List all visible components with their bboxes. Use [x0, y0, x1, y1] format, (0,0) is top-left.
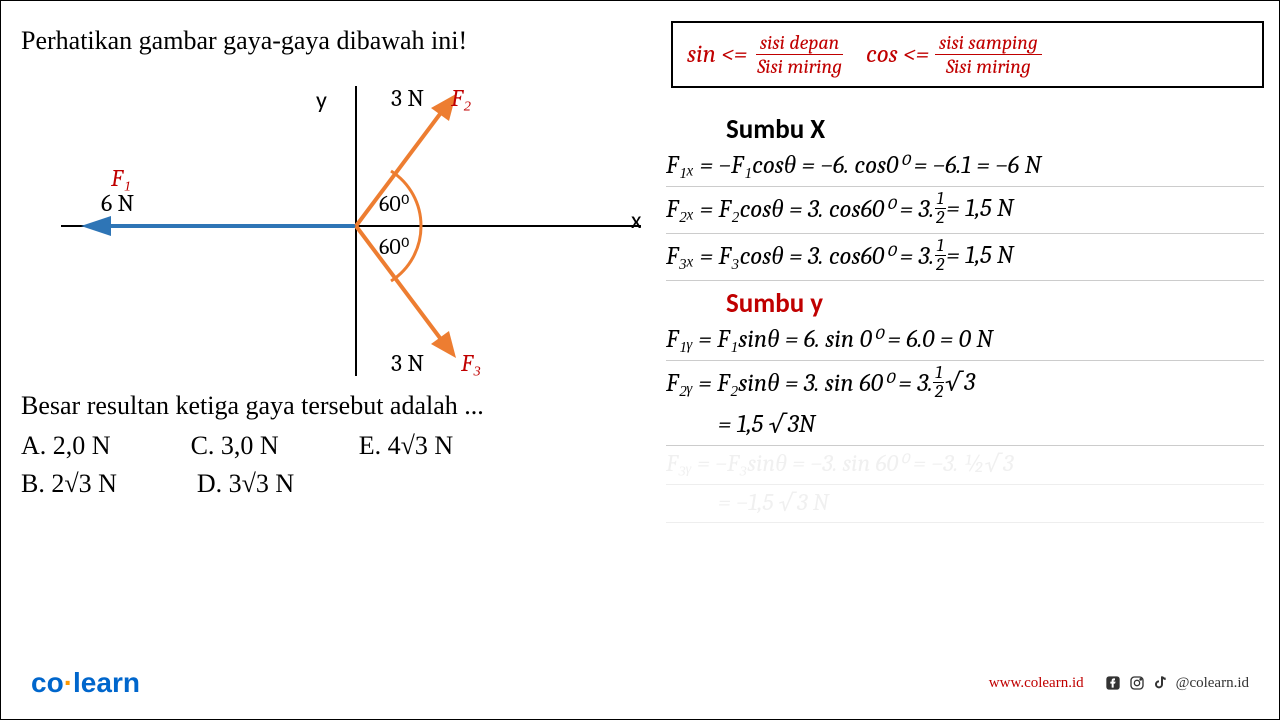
force-diagram: y x F₁ 6 N 3 N F₂ 3 N F₃ 60⁰ 60⁰	[21, 66, 641, 386]
cos-denominator: Sisi miring	[942, 55, 1035, 78]
option-e: E. 4√3 N	[359, 431, 453, 461]
instagram-icon	[1128, 674, 1146, 692]
social-handles: @colearn.id	[1104, 674, 1249, 692]
option-c: C. 3,0 N	[191, 431, 279, 461]
facebook-icon	[1104, 674, 1122, 692]
footer: co·learn www.colearn.id @colearn.id	[1, 667, 1279, 699]
f2y-calc: F₂ᵧ = F₂sinθ = 3. sin 60⁰ = 3. 12 √3	[666, 364, 1264, 407]
f1y-calc: F₁ᵧ = F₁sinθ = 6. sin 0⁰ = 6.0 = 0 N	[666, 324, 1264, 361]
option-a: A. 2,0 N	[21, 431, 111, 461]
question-panel: Perhatikan gambar gaya-gaya dibawah ini!	[1, 1, 651, 719]
solution-panel: sin <= sisi depan Sisi miring cos <= sis…	[651, 1, 1279, 719]
faded-line-2: = −1,5 √3 N	[666, 488, 1264, 523]
f3x-calc: F₃ₓ = F₃cosθ = 3. cos60⁰ = 3. 12 = 1,5 N	[666, 237, 1264, 281]
question-title: Perhatikan gambar gaya-gaya dibawah ini!	[21, 26, 631, 56]
answer-options: A. 2,0 N C. 3,0 N E. 4√3 N B. 2√3 N D. 3…	[21, 431, 631, 499]
colearn-logo: co·learn	[31, 667, 140, 699]
diagram-svg	[21, 66, 641, 386]
f2-magnitude: 3 N	[391, 84, 424, 112]
f1x-calc: F₁ₓ = −F₁cosθ = −6. cos0⁰ = −6.1 = −6 N	[666, 150, 1264, 187]
tiktok-icon	[1152, 674, 1170, 692]
option-d: D. 3√3 N	[197, 469, 294, 499]
y-axis-label: y	[316, 86, 327, 115]
cos-label: cos <=	[866, 40, 929, 69]
x-axis-label: x	[631, 206, 641, 235]
faded-line-1: F₃ᵧ = −F₃sinθ = −3. sin 60⁰ = −3. ½√3	[666, 449, 1264, 485]
f2x-calc: F₂ₓ = F₂cosθ = 3. cos60⁰ = 3. 12 = 1,5 N	[666, 190, 1264, 234]
angle-bottom: 60⁰	[379, 234, 410, 260]
f2-label: F₂	[451, 84, 471, 113]
f3-magnitude: 3 N	[391, 349, 424, 377]
website-url: www.colearn.id	[989, 675, 1084, 692]
option-b: B. 2√3 N	[21, 469, 117, 499]
social-handle: @colearn.id	[1176, 675, 1249, 692]
sin-denominator: Sisi miring	[753, 55, 846, 78]
sin-label: sin <=	[687, 40, 747, 69]
f1-magnitude: 6 N	[101, 189, 134, 217]
angle-top: 60⁰	[379, 191, 410, 217]
f2y-result: = 1,5 √3N	[666, 410, 1264, 446]
f3-label: F₃	[461, 349, 481, 378]
trig-formula-box: sin <= sisi depan Sisi miring cos <= sis…	[671, 21, 1264, 88]
sumbu-y-heading: Sumbu y	[726, 287, 1264, 320]
question-prompt: Besar resultan ketiga gaya tersebut adal…	[21, 391, 631, 421]
sumbu-x-heading: Sumbu X	[726, 113, 1264, 146]
cos-numerator: sisi samping	[935, 31, 1042, 55]
sin-numerator: sisi depan	[756, 31, 843, 55]
